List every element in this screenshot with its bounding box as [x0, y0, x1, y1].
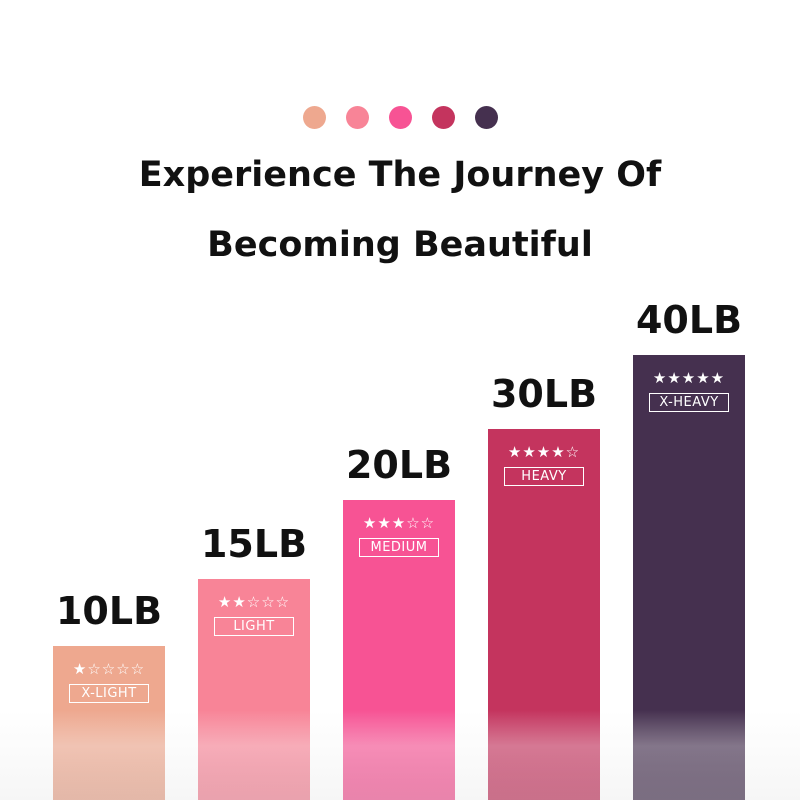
star-rating-icon: ★★☆☆☆ [217, 593, 291, 611]
level-tag: X-HEAVY [649, 393, 729, 412]
color-dots [0, 106, 800, 129]
weight-label: 40LB [635, 298, 743, 342]
color-dot [345, 106, 369, 129]
color-dot [302, 106, 326, 129]
color-dot [388, 106, 412, 129]
star-rating-icon: ★★★★☆ [507, 443, 581, 461]
level-tag: LIGHT [214, 617, 294, 636]
weight-label: 20LB [345, 443, 453, 487]
level-tag: X-LIGHT [69, 684, 149, 703]
band-bar: ★★★☆☆ MEDIUM [343, 500, 455, 800]
weight-label: 10LB [55, 589, 163, 633]
star-rating-icon: ★☆☆☆☆ [72, 660, 146, 678]
headline-line-2: Becoming Beautiful [207, 225, 593, 265]
color-dot [474, 106, 498, 129]
star-rating-icon: ★★★☆☆ [362, 514, 436, 532]
band-bar: ★★★★☆ HEAVY [488, 429, 600, 800]
weight-label: 30LB [490, 372, 598, 416]
star-rating-icon: ★★★★★ [652, 369, 726, 387]
band-bar: ★★☆☆☆ LIGHT [198, 579, 310, 800]
color-dot [431, 106, 455, 129]
band-bar: ★★★★★ X-HEAVY [633, 355, 745, 800]
weight-label: 15LB [200, 522, 308, 566]
level-tag: MEDIUM [359, 538, 439, 557]
band-bar: ★☆☆☆☆ X-LIGHT [53, 646, 165, 800]
level-tag: HEAVY [504, 467, 584, 486]
headline-line-1: Experience The Journey Of [138, 155, 662, 195]
